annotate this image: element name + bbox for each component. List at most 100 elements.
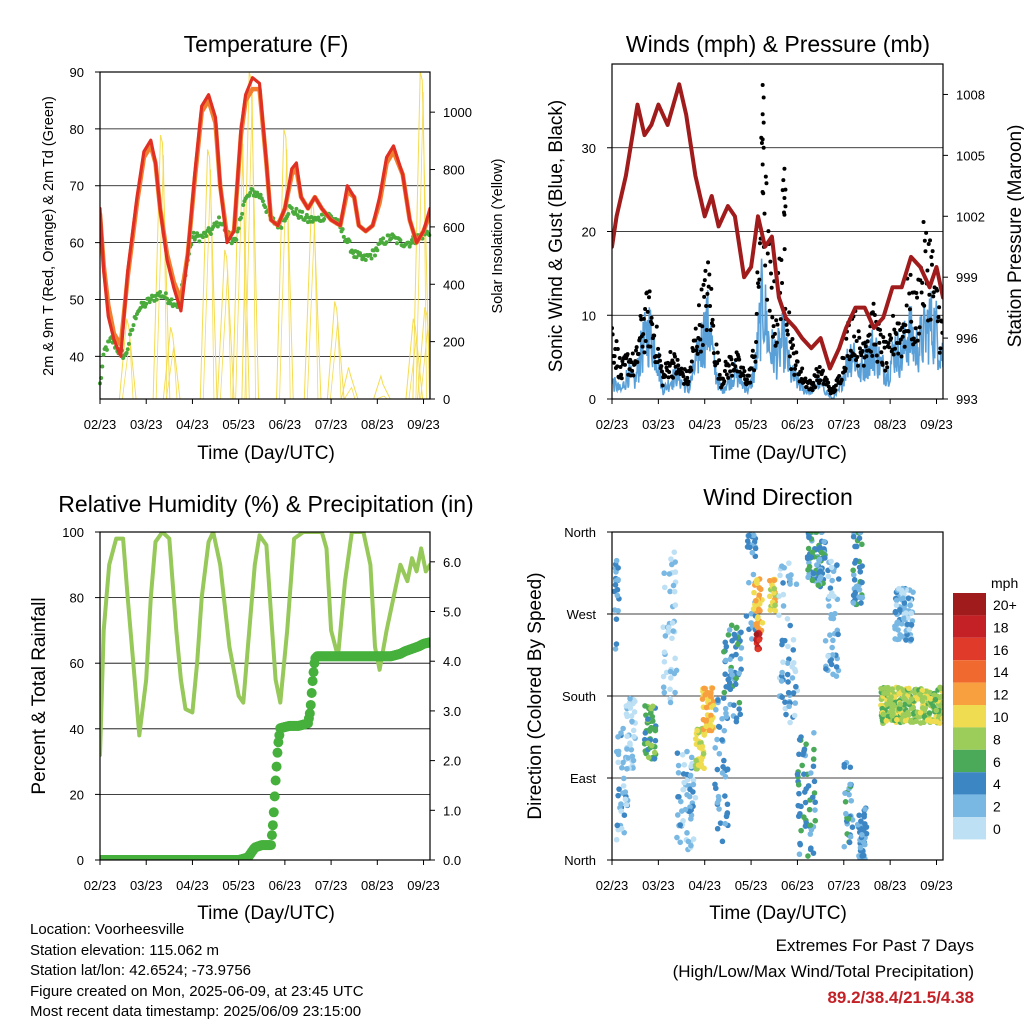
- wind-direction-point: [672, 689, 678, 696]
- gust-point: [868, 349, 873, 354]
- dewpoint-point: [375, 248, 380, 253]
- gust-point: [919, 290, 924, 295]
- wind-direction-point: [627, 740, 633, 747]
- x-tick-label: 04/23: [688, 417, 721, 432]
- wind-direction-point: [665, 624, 672, 631]
- wind-direction-point: [615, 759, 622, 766]
- y-tick-label: 0: [589, 392, 596, 407]
- gust-point: [920, 280, 925, 285]
- gust-point: [792, 372, 797, 377]
- wind-direction-point: [858, 600, 864, 606]
- wind-direction-point: [857, 568, 864, 575]
- gust-point: [698, 337, 703, 342]
- wind-direction-point: [751, 589, 757, 596]
- wind-direction-point: [681, 779, 687, 786]
- temperature-y-axis-label: 2m & 9m T (Red, Orange) & 2m Td (Green): [41, 96, 57, 376]
- dewpoint-point: [300, 209, 305, 214]
- gust-point: [847, 357, 852, 362]
- wind-direction-point: [898, 587, 905, 594]
- gust-point: [612, 332, 615, 337]
- wind-direction-point: [784, 660, 791, 666]
- x-tick-label: 05/23: [735, 878, 768, 893]
- wind-direction-point: [615, 792, 621, 799]
- dewpoint-point: [407, 244, 412, 249]
- solar-insolation-line: [155, 155, 168, 399]
- gust-point: [717, 358, 722, 363]
- wind-direction-point: [651, 756, 658, 762]
- gust-point: [931, 294, 936, 299]
- wind-direction-point: [613, 641, 620, 647]
- gust-point: [764, 181, 769, 186]
- gust-point: [891, 313, 896, 318]
- y-tick-label: 70: [70, 179, 84, 194]
- wind-direction-point: [822, 638, 829, 644]
- wind-direction-point: [703, 723, 709, 730]
- colorbar-label: mph: [991, 575, 1018, 591]
- wind-direction-point: [753, 631, 760, 638]
- wind-direction-point: [648, 705, 654, 712]
- gust-point: [748, 380, 753, 385]
- wind-direction-point: [720, 764, 726, 770]
- wind-direction-point: [905, 709, 911, 716]
- dewpoint-point: [238, 215, 243, 220]
- gust-point: [883, 368, 888, 373]
- wind-direction-point: [806, 534, 812, 541]
- wind-direction-point: [687, 804, 693, 810]
- solar-insolation-line: [162, 327, 181, 399]
- colorbar-swatch: [953, 637, 986, 661]
- wind-direction-point: [723, 684, 730, 690]
- x-tick-label: 04/23: [176, 878, 209, 893]
- gust-point: [760, 112, 765, 117]
- y-tick-label: 50: [70, 292, 84, 307]
- dewpoint-point: [241, 203, 246, 208]
- gust-point: [681, 374, 686, 379]
- colorbar-swatch: [953, 682, 986, 705]
- dewpoint-point: [248, 190, 253, 195]
- wind-direction-point: [708, 712, 714, 719]
- wind-direction-point: [771, 577, 778, 584]
- dewpoint-point: [206, 226, 211, 231]
- x-tick-label: 05/23: [222, 417, 255, 432]
- gust-point: [693, 338, 698, 343]
- extremes-title: Extremes For Past 7 Days: [775, 936, 974, 955]
- wind-direction-point: [716, 806, 722, 812]
- colorbar-tick-label: 20+: [993, 597, 1017, 613]
- wind-direction-point: [631, 709, 638, 715]
- wind-direction-point: [667, 699, 674, 706]
- colorbar-tick-label: 6: [993, 754, 1001, 770]
- gust-point: [928, 317, 933, 322]
- gust-point: [710, 317, 715, 322]
- wind-direction-point: [620, 783, 627, 789]
- wind-direction-point: [828, 558, 834, 565]
- wind-direction-point: [906, 626, 913, 633]
- dewpoint-point: [309, 214, 314, 219]
- gust-point: [711, 351, 716, 356]
- gust-point: [730, 373, 735, 378]
- wind-direction-point: [879, 705, 886, 712]
- wind-direction-point: [789, 675, 796, 681]
- wind-direction-point: [616, 786, 622, 792]
- gust-point: [742, 369, 747, 374]
- gust-point: [744, 377, 749, 382]
- colorbar-tick-label: 14: [993, 664, 1009, 680]
- gust-point: [922, 303, 927, 308]
- wind-direction-point: [828, 615, 834, 622]
- y-tick-label: 60: [70, 236, 84, 251]
- x-tick-label: 07/23: [315, 878, 348, 893]
- wind-direction-point: [794, 771, 801, 778]
- gust-point: [666, 375, 671, 380]
- gust-point: [672, 354, 677, 359]
- wind-direction-point: [752, 597, 759, 604]
- wind-direction-point: [624, 765, 630, 772]
- relative-humidity-line: [100, 532, 430, 757]
- gust-point: [726, 363, 731, 368]
- gust-point: [636, 351, 641, 356]
- wind-direction-point: [787, 622, 794, 629]
- wind-direction-point: [755, 646, 761, 653]
- wind-direction-point: [714, 766, 721, 773]
- y2-tick-label: 0: [443, 392, 450, 407]
- gust-point: [798, 369, 803, 374]
- gust-point: [770, 315, 775, 320]
- wind-direction-point: [693, 757, 699, 764]
